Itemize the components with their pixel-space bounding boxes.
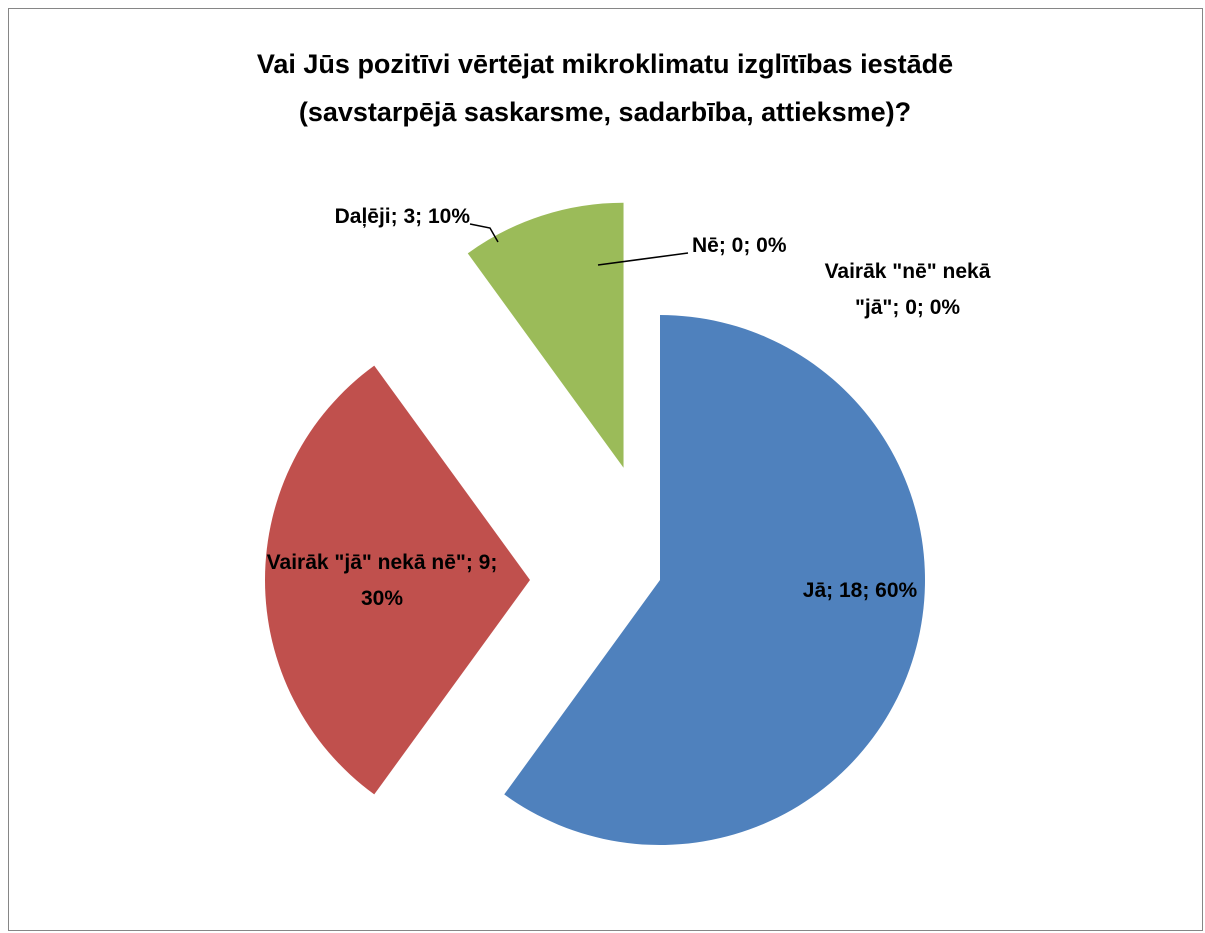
pie-slice [264, 365, 530, 795]
pie-slice [504, 315, 925, 845]
chart-title: Vai Jūs pozitīvi vērtējat mikroklimatu i… [256, 49, 954, 127]
data-label: Jā; 18; 60% [802, 579, 918, 602]
leader-line [469, 223, 499, 243]
data-label: Vairāk "jā" nekā nē"; 9; 30% [266, 551, 498, 610]
data-label: Vairāk "nē" nekā "jā"; 0; 0% [824, 260, 991, 319]
chart-frame [8, 8, 1203, 931]
data-label: Daļēji; 3; 10% [334, 205, 470, 228]
data-label: Nē; 0; 0% [692, 234, 787, 257]
pie-slice [467, 202, 624, 468]
leader-line [597, 252, 689, 266]
